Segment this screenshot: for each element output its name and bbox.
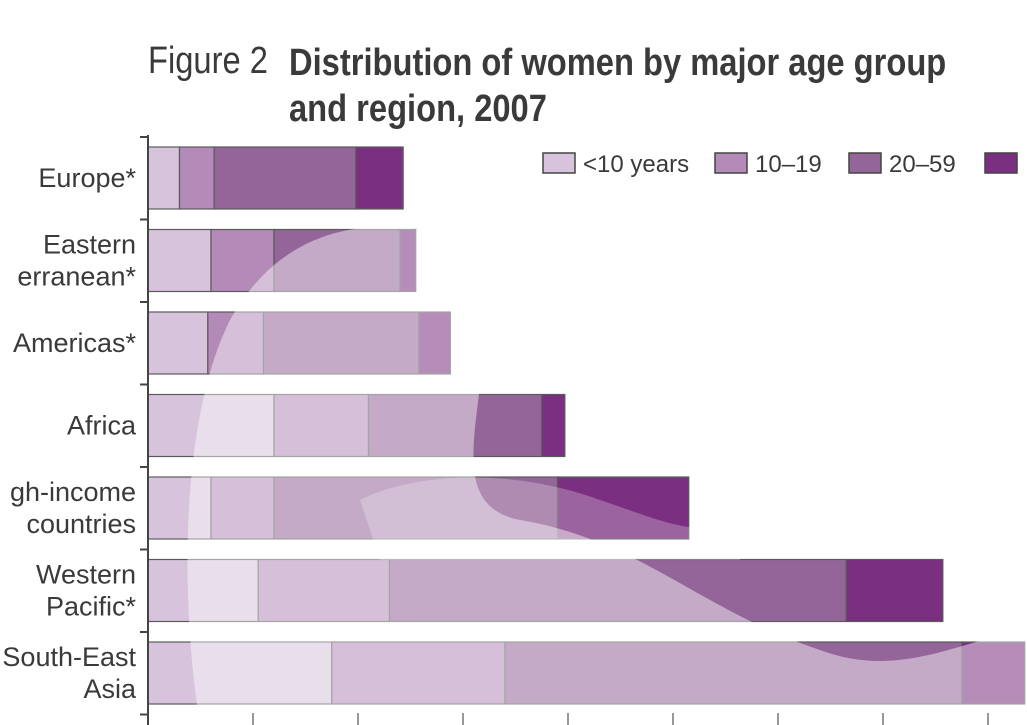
bar-segment-4-2 bbox=[273, 393, 370, 458]
bar-segment-2-1 bbox=[147, 228, 212, 293]
bar-segment-6-2 bbox=[257, 558, 391, 623]
fade-wash-2 bbox=[360, 477, 740, 560]
legend-swatch-1 bbox=[542, 152, 576, 174]
legend-label-3: 20–59 bbox=[889, 151, 956, 178]
figure-title: Distribution of women by major age group… bbox=[289, 40, 946, 132]
bar-segment-5-1 bbox=[147, 476, 212, 540]
bar-segment-1-4 bbox=[355, 146, 404, 210]
figure-label: Figure 2 bbox=[148, 40, 268, 82]
category-label-2-2: erranean* bbox=[17, 262, 136, 292]
category-label-1-1: Europe* bbox=[38, 163, 136, 193]
legend-swatch-4 bbox=[984, 152, 1018, 174]
bar-segment-6-3 bbox=[388, 558, 847, 623]
bar-segment-2-3 bbox=[273, 228, 401, 293]
bar-segment-4-3 bbox=[367, 393, 543, 458]
bar-segment-3-3 bbox=[262, 311, 420, 375]
category-label-7-1: South-East bbox=[2, 642, 136, 672]
bar-segment-7-4 bbox=[961, 641, 1026, 705]
bar-segment-5-4 bbox=[556, 476, 690, 540]
category-label-5-1: gh-income bbox=[10, 477, 136, 507]
legend-label-2: 10–19 bbox=[755, 151, 822, 178]
bar-segment-6-1 bbox=[147, 558, 259, 623]
bar-segment-1-1 bbox=[147, 146, 181, 210]
bar-segment-3-2 bbox=[207, 311, 265, 375]
category-label-2-1: Eastern bbox=[43, 230, 136, 260]
legend-label-1: <10 years bbox=[583, 151, 689, 178]
bar-segment-7-3 bbox=[504, 641, 963, 705]
axes-group bbox=[140, 135, 989, 725]
bar-segment-2-4 bbox=[399, 228, 417, 293]
bar-segment-3-4 bbox=[418, 311, 451, 375]
bars-group bbox=[147, 146, 1026, 705]
bar-segment-1-3 bbox=[213, 146, 357, 210]
figure-title-line-1: Distribution of women by major age group bbox=[289, 42, 947, 84]
fade-wash-1 bbox=[187, 226, 1027, 725]
bar-segment-6-4 bbox=[845, 558, 944, 623]
figure-title-line-2: and region, 2007 bbox=[289, 88, 547, 130]
category-label-6-2: Pacific* bbox=[46, 592, 137, 622]
bar-segment-7-2 bbox=[331, 641, 506, 705]
category-label-7-2: Asia bbox=[83, 674, 137, 704]
bar-segment-4-4 bbox=[541, 393, 566, 458]
legend: <10 years 10–19 20–59 bbox=[542, 151, 1018, 178]
bar-segment-3-1 bbox=[147, 311, 209, 375]
fade-overlay bbox=[187, 226, 1027, 725]
bar-segment-5-3 bbox=[273, 476, 559, 540]
category-label-3-1: Americas* bbox=[13, 328, 137, 358]
bar-segment-1-2 bbox=[178, 146, 215, 210]
legend-swatch-2 bbox=[714, 152, 748, 174]
bar-segment-4-1 bbox=[147, 393, 275, 458]
category-label-5-2: countries bbox=[26, 509, 136, 539]
category-label-4-1: Africa bbox=[67, 411, 137, 441]
legend-swatch-3 bbox=[848, 152, 882, 174]
bar-segment-2-2 bbox=[210, 228, 275, 293]
category-label-6-1: Western bbox=[36, 560, 136, 590]
